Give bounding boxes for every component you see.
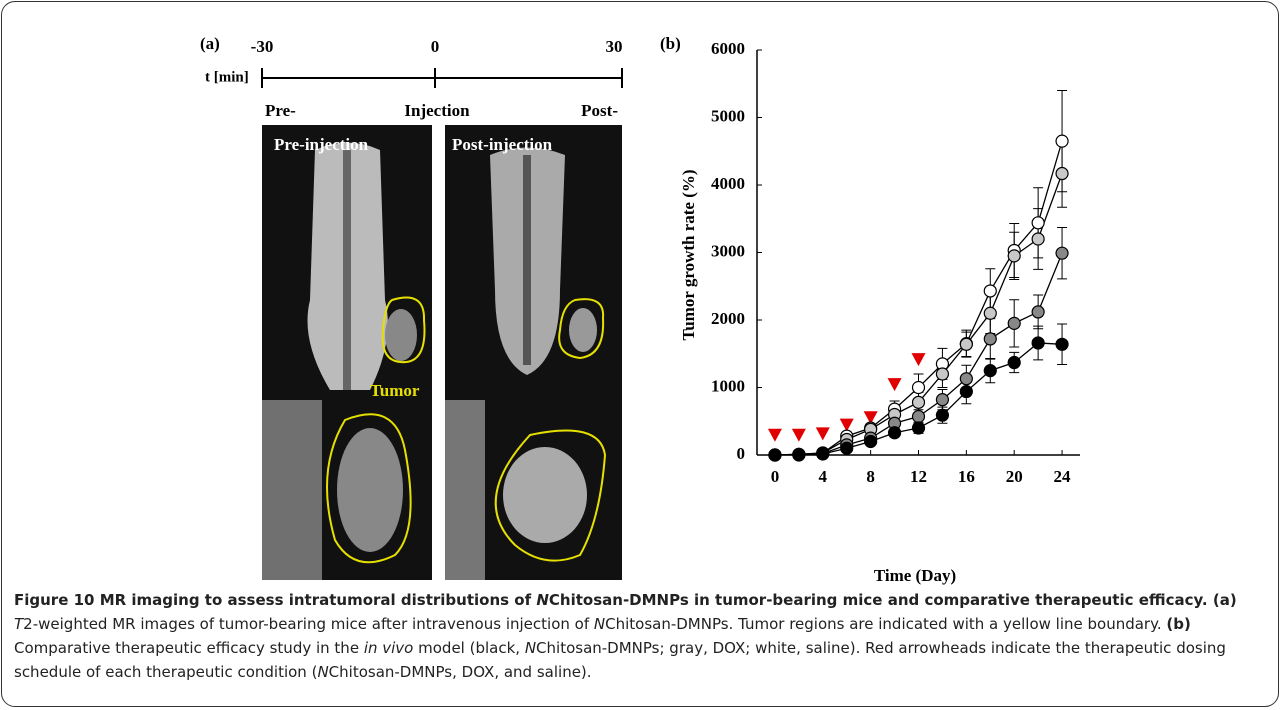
caption-run: N	[524, 639, 537, 657]
caption-run: Chitosan-DMNPs in tumor-bearing mice and…	[548, 591, 1213, 609]
event-label: Pre-	[265, 101, 296, 120]
caption-run: Chitosan-DMNPs. Tumor regions are indica…	[605, 615, 1167, 633]
time-axis-label: t [min]	[205, 69, 249, 85]
caption-run: (b)	[1166, 615, 1191, 633]
data-point	[1031, 232, 1045, 246]
y-tick-label: 3000	[711, 241, 745, 260]
caption-run: Figure 10 MR imaging to assess intratumo…	[14, 591, 537, 609]
data-point	[983, 306, 997, 320]
caption-run: Chitosan-DMNPs, DOX, and saline).	[328, 663, 592, 681]
caption-run: Chitosan-DMNPs; gray, DOX; white, saline…	[14, 639, 1226, 681]
data-point	[1055, 246, 1069, 260]
caption-run: (a)	[1212, 591, 1237, 609]
caption-run: in vivo	[363, 639, 414, 657]
y-tick-label: 4000	[711, 174, 745, 193]
data-point	[911, 380, 926, 395]
dosing-arrowhead	[911, 353, 926, 367]
data-point	[983, 332, 997, 346]
data-point	[959, 337, 973, 351]
y-tick-label: 5000	[711, 106, 745, 125]
tumor-label: Tumor	[370, 381, 420, 400]
image-title: Pre-injection	[274, 135, 369, 154]
data-point	[840, 441, 854, 455]
data-point	[959, 372, 973, 386]
y-tick-label: 6000	[711, 39, 745, 58]
dosing-arrowhead	[887, 378, 902, 392]
panel-label: (a)	[200, 34, 220, 53]
data-point	[1031, 336, 1045, 350]
data-point	[959, 384, 973, 399]
x-tick-label: 0	[771, 467, 780, 486]
caption-run: Comparative therapeutic efficacy study i…	[14, 639, 364, 657]
x-tick-label: 16	[958, 467, 975, 486]
data-point	[1007, 355, 1021, 370]
x-tick-label: 12	[910, 467, 927, 486]
data-point	[983, 284, 997, 298]
y-tick-label: 0	[737, 444, 746, 463]
x-tick-label: 20	[1006, 467, 1023, 486]
dosing-arrowhead	[839, 418, 854, 432]
data-point	[1031, 305, 1045, 319]
data-point	[887, 426, 902, 440]
data-point	[1007, 249, 1021, 263]
panel-label: (b)	[660, 34, 681, 53]
data-point	[935, 393, 950, 407]
caption-run: N	[536, 591, 549, 609]
mr-image-post: Post-injection	[445, 125, 622, 580]
data-point	[1055, 166, 1069, 181]
data-point	[911, 409, 926, 424]
data-point	[911, 421, 926, 435]
panel-b: (b) Tumor growth rate (%) Time (Day) 0 10…	[660, 34, 1080, 585]
y-tick-label: 2000	[711, 309, 745, 328]
dosing-arrowhead	[815, 427, 830, 441]
figure: (a) -30 0 30 t [min] Pre- Injection Post…	[200, 34, 1080, 585]
data-point	[1055, 337, 1069, 351]
caption-run: T	[14, 615, 24, 633]
x-tick-label: 8	[866, 467, 875, 486]
data-point	[816, 447, 830, 461]
x-tick-label: 24	[1054, 467, 1072, 486]
data-point	[1031, 216, 1045, 230]
data-point	[1055, 134, 1069, 148]
data-point	[1007, 316, 1021, 330]
image-title: Post-injection	[452, 135, 553, 154]
time-tick: 0	[431, 37, 440, 56]
caption-run: N	[593, 615, 606, 633]
data-point	[911, 395, 926, 409]
time-tick: 30	[606, 37, 623, 56]
y-axis-title: Tumor growth rate (%)	[679, 169, 698, 340]
caption-run: N	[317, 663, 329, 681]
x-tick-label: 4	[819, 467, 828, 486]
data-point	[983, 364, 997, 378]
mr-image-pre: Pre-injection Tumor	[262, 125, 432, 580]
dosing-arrowhead	[863, 411, 878, 425]
data-point	[935, 408, 950, 422]
data-point	[768, 448, 782, 462]
panel-a: (a) -30 0 30 t [min] Pre- Injection Post…	[200, 34, 623, 580]
data-point	[864, 434, 878, 449]
caption: Figure 10 MR imaging to assess intratumo…	[14, 588, 1264, 684]
caption-run: model (black,	[413, 639, 525, 657]
dosing-arrowhead	[767, 428, 782, 442]
dosing-arrowhead	[791, 428, 806, 442]
event-label: Injection	[404, 101, 470, 120]
caption-run: 2-weighted MR images of tumor-bearing mi…	[23, 615, 594, 633]
x-axis-title: Time (Day)	[874, 566, 956, 585]
data-point	[935, 367, 950, 381]
event-label: Post-	[581, 101, 618, 120]
y-tick-label: 1000	[711, 376, 745, 395]
data-point	[792, 448, 806, 462]
time-tick: -30	[251, 37, 274, 56]
